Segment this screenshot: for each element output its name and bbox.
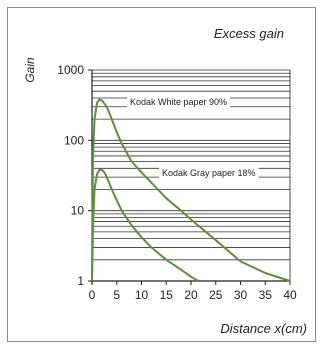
y-tick-label: 100 <box>64 133 84 147</box>
legend-label-gray-paper: Kodak Gray paper 18% <box>162 168 256 178</box>
legend-backgrounds <box>127 94 259 181</box>
y-tick-label: 1000 <box>57 63 84 77</box>
y-tick-label: 1 <box>77 274 84 288</box>
x-tick-label: 35 <box>259 288 273 302</box>
legend-bg-white-paper <box>127 94 231 110</box>
x-tick-label: 30 <box>234 288 248 302</box>
legend-label-white-paper: Kodak White paper 90% <box>130 97 227 107</box>
x-tick-label: 15 <box>160 288 174 302</box>
x-tick-label: 5 <box>113 288 120 302</box>
legend-bg-gray-paper <box>159 165 259 181</box>
series-lines <box>91 98 291 282</box>
x-axis-label: Distance x(cm) <box>220 321 307 336</box>
x-ticks: 0 5 10 15 20 25 30 35 40 <box>89 281 297 302</box>
x-tick-label: 0 <box>89 288 96 302</box>
y-ticks: 1 10 100 1000 <box>57 63 92 288</box>
x-tick-label: 25 <box>209 288 223 302</box>
x-tick-label: 40 <box>283 288 297 302</box>
x-tick-label: 20 <box>184 288 198 302</box>
x-tick-label: 10 <box>135 288 149 302</box>
y-axis-label: Gain <box>23 57 37 83</box>
series-line-gray-paper <box>91 168 199 282</box>
chart-title: Excess gain <box>214 26 284 41</box>
y-tick-label: 10 <box>71 204 85 218</box>
series-line-white-paper <box>91 98 291 282</box>
